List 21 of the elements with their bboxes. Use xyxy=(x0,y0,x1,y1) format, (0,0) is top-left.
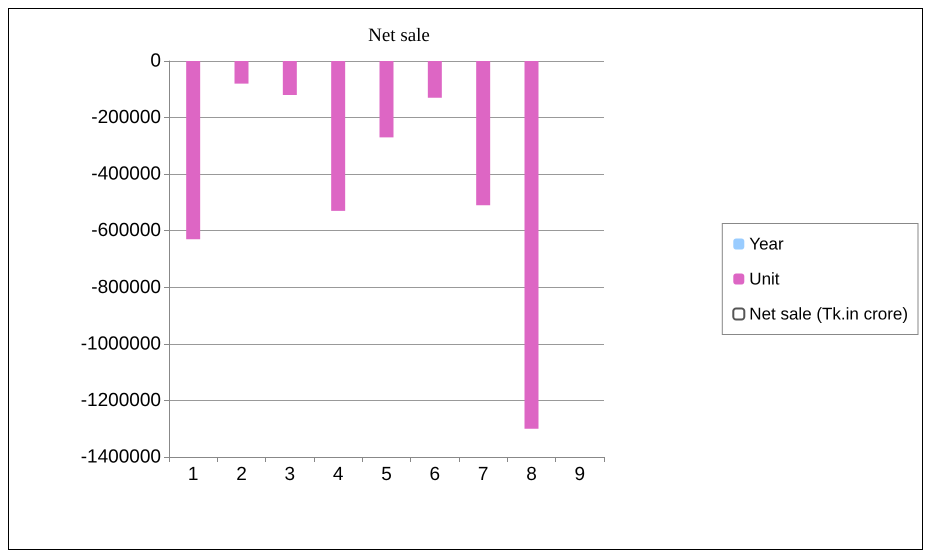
legend-label: Net sale (Tk.in crore) xyxy=(749,304,908,324)
y-tick-label: -1000000 xyxy=(80,333,161,354)
x-tick-label: 9 xyxy=(574,464,586,485)
y-tick-label: -200000 xyxy=(91,107,161,128)
y-tick-label: 0 xyxy=(150,50,161,72)
x-tick-label: 6 xyxy=(430,464,440,485)
x-tick-label: 4 xyxy=(332,464,344,485)
x-tick-label: 1 xyxy=(188,464,198,485)
y-tick-label: -1400000 xyxy=(80,446,161,468)
x-tick-label: 2 xyxy=(236,464,247,485)
y-tick-label: -600000 xyxy=(91,220,161,242)
legend-label: Year xyxy=(749,234,784,254)
y-tick-label: -1200000 xyxy=(80,390,161,411)
x-tick-label: 8 xyxy=(526,464,537,485)
x-tick-label: 7 xyxy=(478,464,488,485)
x-tick-label: 5 xyxy=(381,464,392,485)
chart-title: Net sale xyxy=(368,25,430,46)
x-tick-label: 3 xyxy=(284,464,296,485)
y-tick-label: -800000 xyxy=(91,276,161,298)
legend-label: Unit xyxy=(749,270,780,288)
y-tick-label: -400000 xyxy=(91,164,161,185)
